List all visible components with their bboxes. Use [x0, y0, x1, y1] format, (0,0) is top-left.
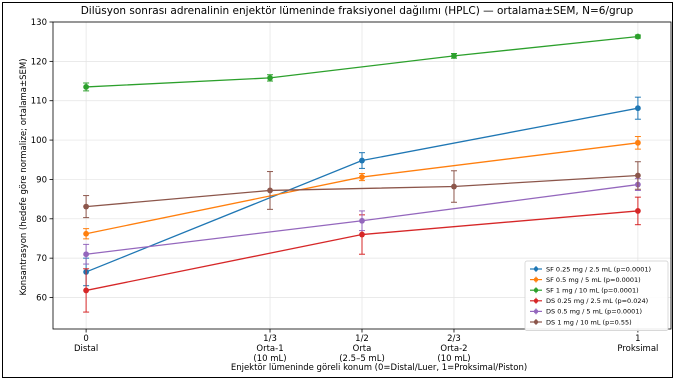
data-point	[359, 217, 365, 224]
y-tick-label: 110	[31, 97, 47, 107]
data-point	[451, 183, 457, 190]
x-tick-label: Orta	[353, 344, 372, 354]
legend-label: DS 1 mg / 10 mL (p=0.55)	[546, 318, 632, 326]
series-1	[83, 136, 641, 240]
data-point	[267, 187, 273, 194]
legend-entry: SF 1 mg / 10 mL (p=0.0001)	[530, 287, 639, 295]
y-tick-label: 80	[36, 215, 47, 225]
series-2	[83, 33, 641, 92]
legend-swatch-marker	[533, 288, 539, 293]
series-4	[83, 178, 641, 265]
y-tick-label: 130	[31, 18, 47, 28]
legend-swatch-marker	[533, 266, 539, 272]
x-tick-label: Orta-1	[256, 344, 283, 354]
y-tick-label: 120	[31, 57, 47, 67]
data-point	[83, 84, 90, 90]
series-5	[83, 161, 641, 219]
legend-swatch-marker	[533, 319, 539, 325]
legend-box	[524, 260, 669, 331]
data-point	[634, 105, 641, 112]
data-point	[83, 230, 90, 237]
data-point	[83, 287, 90, 294]
figure-frame	[2, 2, 673, 378]
y-axis-ticks: 60 70 80 90 100 110 120 130	[31, 18, 53, 304]
x-tick-label: (2.5–5 mL)	[339, 354, 385, 364]
x-tick-label: 1/2	[355, 334, 369, 344]
plot-area-border	[52, 21, 672, 330]
legend-label: SF 1 mg / 10 mL (p=0.0001)	[546, 287, 639, 295]
x-tick-label: 1/3	[263, 334, 277, 344]
legend-entry: DS 1 mg / 10 mL (p=0.55)	[530, 318, 632, 326]
legend-swatch-marker	[533, 309, 539, 314]
legend-entry: SF 0.25 mg / 2.5 mL (p=0.0001)	[530, 265, 651, 273]
data-point	[634, 139, 641, 146]
x-tick-label: Proksimal	[617, 344, 658, 354]
data-point	[359, 231, 365, 238]
y-tick-label: 90	[36, 175, 47, 185]
legend-swatch-marker	[533, 277, 539, 282]
data-point	[634, 33, 641, 40]
legend-entry: DS 0.25 mg / 2.5 mL (p=0.024)	[530, 297, 648, 305]
legend-label: DS 0.25 mg / 2.5 mL (p=0.024)	[546, 297, 648, 305]
data-point	[634, 208, 641, 214]
x-tick-label: 2/3	[447, 334, 461, 344]
data-point	[451, 52, 457, 59]
x-tick-label: Orta-2	[440, 344, 467, 354]
series-line	[86, 174, 638, 208]
data-point	[83, 251, 90, 258]
data-point	[83, 203, 90, 210]
y-axis-label: Konsantrasyon (hedefe göre normalize; or…	[19, 58, 29, 295]
data-point	[359, 157, 365, 164]
legend-label: SF 0.5 mg / 5 mL (p=0.0001)	[546, 276, 641, 284]
series-layer	[83, 33, 641, 313]
x-tick-label: (10 mL)	[253, 354, 286, 364]
x-tick-label: 0	[83, 334, 88, 344]
y-tick-label: 70	[36, 254, 47, 264]
x-tick-label: Distal	[74, 344, 98, 354]
x-tick-label: 1	[635, 334, 640, 344]
legend-label: DS 0.5 mg / 5 mL (p=0.0001)	[546, 308, 642, 316]
series-line	[86, 35, 638, 88]
legend-label: SF 0.25 mg / 2.5 mL (p=0.0001)	[546, 265, 651, 273]
data-point	[267, 74, 273, 81]
x-tick-label: (10 mL)	[437, 354, 470, 364]
legend-entry: DS 0.5 mg / 5 mL (p=0.0001)	[530, 308, 642, 316]
y-tick-label: 60	[36, 294, 47, 304]
data-point	[359, 174, 365, 180]
legend: SF 0.25 mg / 2.5 mL (p=0.0001) SF 0.5 mg …	[524, 260, 669, 331]
chart-title: Dilüsyon sonrası adrenalinin enjektör lü…	[81, 5, 634, 17]
data-point	[634, 172, 641, 179]
x-axis-label: Enjektör lümeninde göreli konum (0=Dista…	[231, 363, 527, 373]
y-tick-label: 100	[31, 136, 47, 146]
legend-entry: SF 0.5 mg / 5 mL (p=0.0001)	[530, 276, 641, 284]
legend-swatch-marker	[533, 298, 539, 303]
